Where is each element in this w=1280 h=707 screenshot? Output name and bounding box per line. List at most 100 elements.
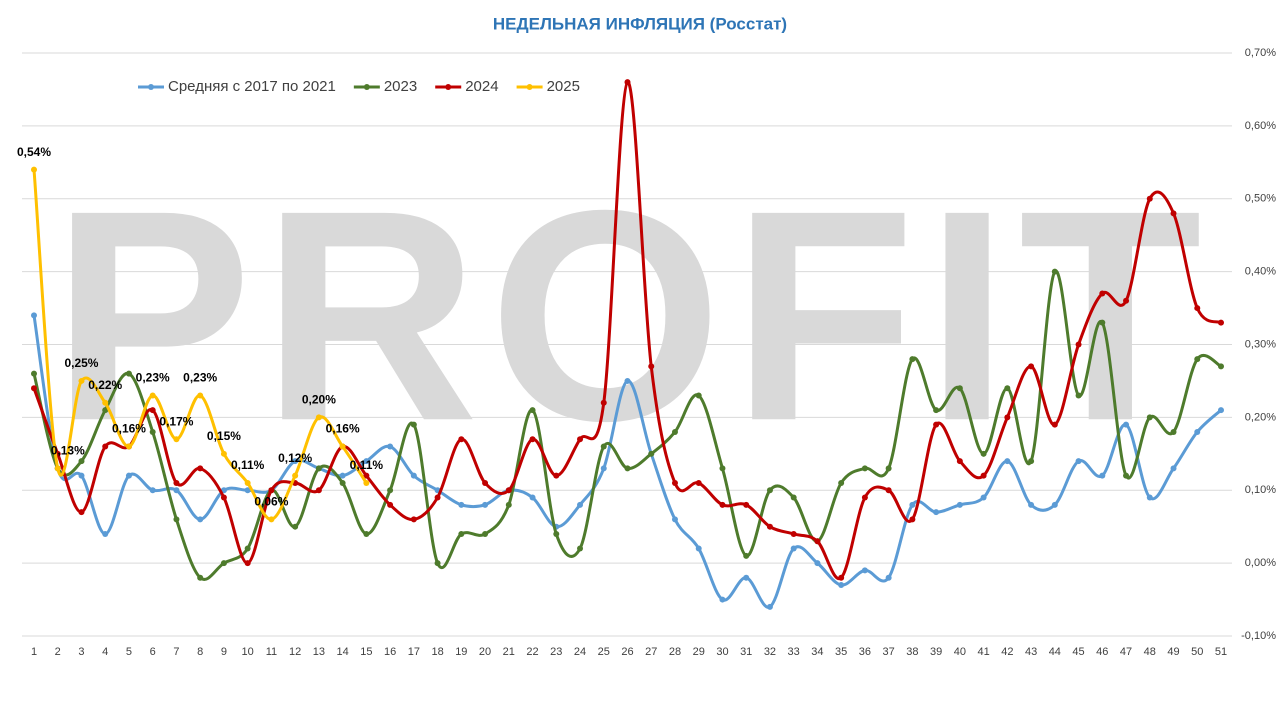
marker — [766, 603, 773, 610]
marker — [1170, 465, 1177, 472]
marker — [102, 399, 109, 406]
watermark: PROFIT — [52, 147, 1212, 483]
marker — [600, 399, 607, 406]
marker — [695, 545, 702, 552]
data-label: 0,20% — [302, 393, 336, 407]
marker — [482, 501, 489, 508]
x-tick-label: 6 — [150, 646, 156, 658]
data-label: 0,16% — [326, 422, 360, 436]
marker — [197, 392, 204, 399]
marker — [387, 501, 394, 508]
series — [31, 79, 1224, 581]
marker — [410, 472, 417, 479]
y-tick-label: 0,10% — [1245, 484, 1276, 496]
x-tick-label: 2 — [55, 646, 61, 658]
line — [32, 269, 1222, 581]
y-tick-label: 0,70% — [1245, 47, 1276, 59]
marker — [838, 574, 845, 581]
x-tick-label: 21 — [503, 646, 515, 658]
marker — [315, 487, 322, 494]
marker — [292, 472, 299, 479]
marker — [743, 501, 750, 508]
x-tick-label: 11 — [266, 646, 277, 658]
marker — [1170, 210, 1177, 217]
series — [31, 268, 1224, 581]
marker — [838, 581, 845, 588]
y-tick-label: 0,40% — [1245, 266, 1276, 278]
legend-swatch — [445, 84, 452, 90]
marker — [1146, 195, 1153, 202]
data-label: 0,54% — [17, 145, 51, 159]
marker — [173, 487, 180, 494]
marker — [1028, 501, 1035, 508]
marker — [505, 487, 512, 494]
marker — [1028, 458, 1035, 465]
marker — [1051, 421, 1058, 428]
x-tick-label: 27 — [645, 646, 657, 658]
marker — [838, 479, 845, 486]
x-tick-label: 46 — [1096, 646, 1108, 658]
x-tick-label: 18 — [431, 646, 443, 658]
x-tick-label: 34 — [811, 646, 823, 658]
marker — [719, 596, 726, 603]
y-tick-label: 0,20% — [1245, 411, 1276, 423]
marker — [78, 377, 85, 384]
marker — [648, 363, 655, 370]
x-tick-label: 23 — [550, 646, 562, 658]
marker — [577, 436, 584, 443]
x-tick-label: 51 — [1215, 646, 1227, 658]
marker — [1194, 305, 1201, 312]
x-tick-label: 37 — [883, 646, 895, 658]
legend-label: 2024 — [465, 78, 498, 95]
marker — [1075, 341, 1082, 348]
marker — [624, 79, 631, 86]
marker — [1004, 385, 1011, 392]
x-tick-label: 26 — [621, 646, 633, 658]
marker — [292, 458, 299, 465]
marker — [173, 436, 180, 443]
marker — [315, 414, 322, 421]
marker — [1218, 319, 1224, 326]
marker — [790, 494, 797, 501]
marker — [1218, 407, 1224, 414]
marker — [529, 407, 536, 414]
x-tick-label: 17 — [408, 646, 420, 658]
marker — [861, 465, 868, 472]
marker — [363, 458, 370, 465]
marker — [577, 545, 584, 552]
marker — [363, 479, 370, 486]
data-label: 0,06% — [254, 495, 288, 509]
marker — [1004, 414, 1011, 421]
marker — [671, 479, 678, 486]
x-tick-label: 28 — [669, 646, 681, 658]
legend-swatch — [148, 84, 154, 90]
marker — [1004, 458, 1011, 465]
marker — [1075, 458, 1082, 465]
data-label: 0,13% — [51, 444, 85, 458]
marker — [933, 407, 940, 414]
x-tick-label: 19 — [455, 646, 467, 658]
x-tick-label: 16 — [384, 646, 396, 658]
marker — [671, 516, 678, 523]
marker — [410, 421, 417, 428]
series — [31, 166, 370, 523]
marker — [671, 428, 678, 435]
marker — [624, 465, 631, 472]
x-tick-label: 3 — [78, 646, 84, 658]
x-tick-label: 13 — [313, 646, 325, 658]
x-tick-label: 35 — [835, 646, 847, 658]
marker — [482, 479, 489, 486]
marker — [31, 385, 37, 392]
marker — [220, 494, 227, 501]
marker — [1194, 428, 1201, 435]
x-tick-label: 44 — [1049, 646, 1061, 658]
y-tick-label: 0,00% — [1245, 557, 1276, 569]
x-tick-label: 22 — [526, 646, 538, 658]
marker — [31, 312, 37, 319]
x-tick-label: 20 — [479, 646, 491, 658]
marker — [719, 465, 726, 472]
marker — [292, 523, 299, 530]
marker — [766, 487, 773, 494]
